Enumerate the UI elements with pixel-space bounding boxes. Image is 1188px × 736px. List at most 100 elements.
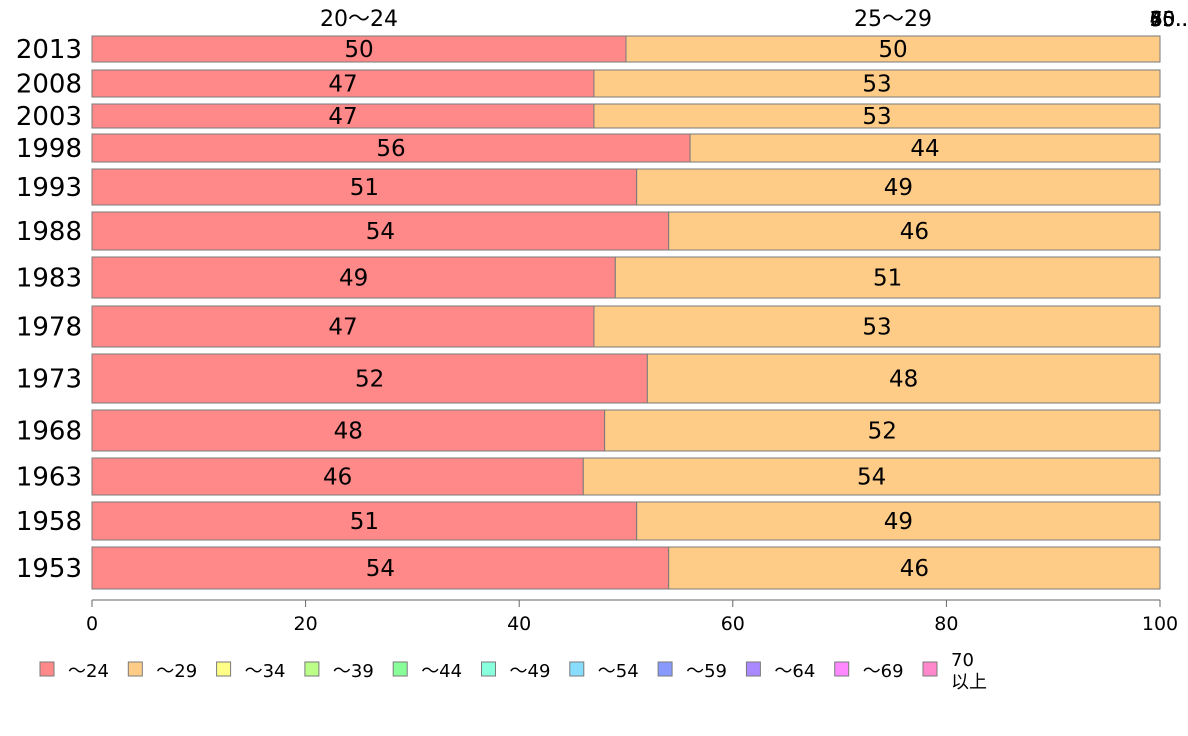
x-tick-label: 20 — [294, 613, 318, 635]
legend-swatch — [39, 661, 55, 677]
category-label: 1963 — [16, 463, 82, 493]
data-label: 46 — [900, 219, 929, 245]
data-label: 52 — [868, 419, 897, 445]
category-label: 2003 — [16, 102, 82, 132]
bar-segment — [668, 546, 1161, 590]
x-tick-label: 40 — [507, 613, 531, 635]
legend-label: ～49 — [510, 661, 551, 682]
category-label: 1978 — [16, 313, 82, 343]
data-label: 53 — [862, 315, 891, 341]
data-label: 50 — [878, 37, 907, 63]
x-tick-label: 0 — [86, 613, 98, 635]
bar-segment — [689, 133, 1161, 163]
top-segment-label: 30... — [1150, 7, 1188, 31]
legend-swatch — [569, 661, 585, 677]
bar-segment — [91, 168, 638, 206]
bar-segment — [646, 353, 1161, 404]
legend-swatch — [657, 661, 673, 677]
bar-segment — [668, 211, 1161, 251]
category-label: 2008 — [16, 70, 82, 100]
category-label: 1973 — [16, 365, 82, 395]
data-label: 53 — [862, 72, 891, 98]
bar-segment — [91, 256, 616, 299]
x-tick-label: 80 — [934, 613, 958, 635]
category-label: 1953 — [16, 554, 82, 584]
legend-label: ～44 — [421, 661, 462, 682]
data-label: 44 — [910, 136, 939, 162]
data-label: 48 — [889, 367, 918, 393]
legend-label: ～64 — [774, 661, 815, 682]
legend-label: ～39 — [333, 661, 374, 682]
legend-label: ～34 — [245, 661, 286, 682]
top-segment-label: 65... — [1150, 7, 1188, 31]
category-label: 2013 — [16, 35, 82, 65]
legend-swatch — [304, 661, 320, 677]
data-label: 51 — [350, 175, 379, 201]
legend: ～24 ～29 ～34 ～39 ～44 ～49 ～54 ～59 ～64 ～69 70 以上 — [39, 650, 987, 693]
legend-swatch — [922, 661, 938, 677]
legend-label: ～29 — [156, 661, 197, 682]
category-label: 1958 — [16, 507, 82, 537]
bar-segment — [91, 69, 595, 98]
category-label: 1968 — [16, 417, 82, 447]
legend-swatch — [216, 661, 232, 677]
bar-segment — [91, 211, 670, 251]
data-label: 54 — [366, 556, 395, 582]
category-label: 1983 — [16, 264, 82, 294]
data-label: 49 — [884, 175, 913, 201]
legend-swatch — [127, 661, 143, 677]
x-axis: 0 20 40 60 80 100 — [86, 599, 1178, 635]
data-label: 53 — [862, 104, 891, 130]
legend-swatch — [392, 661, 408, 677]
top-segment-label: 20～24 — [320, 7, 398, 32]
data-label: 54 — [857, 465, 886, 491]
data-label: 50 — [344, 37, 373, 63]
bar-segment — [604, 409, 1161, 452]
category-label: 1998 — [16, 134, 82, 164]
data-label: 47 — [328, 72, 357, 98]
bar-segment — [91, 305, 595, 348]
top-segment-label: 60... — [1150, 7, 1188, 31]
data-label: 46 — [323, 465, 352, 491]
top-segment-label: 25～29 — [854, 7, 932, 32]
top-segment-label: 40... — [1150, 7, 1188, 31]
bar-segment — [625, 35, 1161, 63]
bar-segment — [593, 103, 1161, 129]
bar-segment — [636, 168, 1161, 206]
data-label: 52 — [355, 367, 384, 393]
bar-segment — [91, 457, 584, 496]
category-label: 1988 — [16, 217, 82, 247]
legend-label: ～69 — [863, 661, 904, 682]
data-label: 48 — [334, 419, 363, 445]
x-tick-label: 100 — [1142, 613, 1178, 635]
bar-segment — [593, 69, 1161, 98]
bar-segment — [614, 256, 1161, 299]
top-segment-labels: 20～24 25～29 30...35...40...45...50...55...… — [320, 7, 1188, 32]
bar-segment — [582, 457, 1161, 496]
top-segment-label: 70... — [1150, 7, 1188, 31]
legend-label: ～54 — [598, 661, 639, 682]
x-tick-label: 60 — [721, 613, 745, 635]
bar-segment — [91, 501, 638, 541]
top-segment-label: 45... — [1150, 7, 1188, 31]
data-label: 49 — [884, 509, 913, 535]
legend-swatch — [834, 661, 850, 677]
data-label: 54 — [366, 219, 395, 245]
data-label: 56 — [376, 136, 405, 162]
bar-segment — [91, 353, 648, 404]
bars: 50 50 47 53 47 53 56 44 51 49 54 46 49 51 47 53 52 48 48 52… — [91, 35, 1161, 590]
top-segment-label: 50... — [1150, 7, 1188, 31]
category-label: 1993 — [16, 173, 82, 203]
data-label: 46 — [900, 556, 929, 582]
legend-label: 70 以上 — [951, 650, 987, 693]
data-label: 47 — [328, 104, 357, 130]
top-segment-label: 55... — [1150, 7, 1188, 31]
bar-segment — [91, 35, 627, 63]
legend-swatch — [745, 661, 761, 677]
data-label: 49 — [339, 266, 368, 292]
legend-label: ～59 — [686, 661, 727, 682]
legend-label: ～24 — [68, 661, 109, 682]
data-label: 47 — [328, 315, 357, 341]
bar-segment — [91, 409, 606, 452]
